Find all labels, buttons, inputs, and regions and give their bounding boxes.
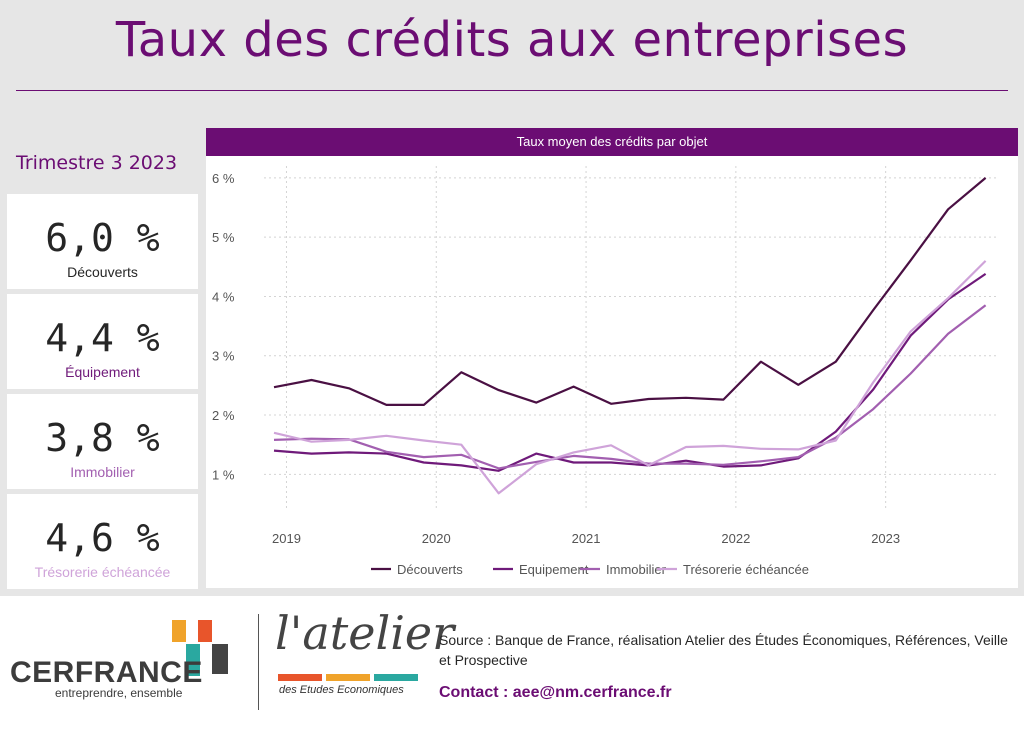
kpi-label: Équipement <box>65 364 140 380</box>
kpi-label: Trésorerie échéancée <box>34 564 171 580</box>
footer-divider <box>258 614 259 710</box>
atelier-bar-teal <box>374 674 418 681</box>
atelier-bar-orange <box>326 674 370 681</box>
kpi-card-tresorerie: 4,6 % Trésorerie échéancée <box>7 494 198 589</box>
cerfrance-logo-mark <box>172 620 228 676</box>
y-tick-label: 2 % <box>212 408 235 423</box>
kpi-value: 4,6 % <box>45 516 160 560</box>
kpi-card-immobilier: 3,8 % Immobilier <box>7 394 198 489</box>
kpi-value: 6,0 % <box>45 216 160 260</box>
x-tick-label: 2019 <box>272 531 301 546</box>
series-line-2 <box>273 272 987 472</box>
y-tick-label: 5 % <box>212 230 235 245</box>
series-line-4 <box>273 260 987 495</box>
kpi-value: 3,8 % <box>45 416 160 460</box>
page-title: Taux des crédits aux entreprises <box>115 12 909 68</box>
y-tick-label: 6 % <box>212 171 235 186</box>
y-tick-label: 4 % <box>212 289 235 304</box>
cerfrance-logo-text: CERFRANCE <box>10 656 203 689</box>
x-tick-label: 2020 <box>422 531 451 546</box>
logo-block-red <box>198 620 212 642</box>
logo-block-teal-2 <box>186 666 200 676</box>
line-chart: 1 % 2 % 3 % 4 % 5 % 6 % 2019 2020 2021 2022 2023 Dé… <box>212 166 998 577</box>
title-divider <box>16 90 1008 91</box>
logo-block-teal <box>186 644 200 666</box>
kpi-label: Découverts <box>67 264 138 280</box>
y-tick-label: 3 % <box>212 349 235 364</box>
atelier-bar-red <box>278 674 322 681</box>
legend-label: Découverts <box>397 562 463 577</box>
cerfrance-tagline: entreprendre, ensemble <box>55 686 183 700</box>
x-tick-label: 2023 <box>871 531 900 546</box>
legend-label: Trésorerie échéancée <box>683 562 809 577</box>
x-tick-label: 2021 <box>572 531 601 546</box>
atelier-logo-text: l'atelier <box>275 606 455 660</box>
kpi-card-equipement: 4,4 % Équipement <box>7 294 198 389</box>
atelier-logo-bar <box>278 674 418 681</box>
y-tick-label: 1 % <box>212 467 235 482</box>
kpi-value: 4,4 % <box>45 316 160 360</box>
logo-block-grey <box>212 644 228 674</box>
kpi-label: Immobilier <box>70 464 135 480</box>
legend-label: Immobilier <box>606 562 667 577</box>
legend-label: Equipement <box>519 562 589 577</box>
x-tick-label: 2022 <box>721 531 750 546</box>
quarter-label: Trimestre 3 2023 <box>16 152 178 174</box>
footer: CERFRANCE entreprendre, ensemble l'ateli… <box>0 596 1024 729</box>
series-line-1 <box>273 177 987 406</box>
chart-title: Taux moyen des crédits par objet <box>206 128 1018 156</box>
source-text: Source : Banque de France, réalisation A… <box>439 632 1008 668</box>
series-line-3 <box>273 304 987 470</box>
contact-email[interactable]: Contact : aee@nm.cerfrance.fr <box>439 684 672 701</box>
chart-panel: Taux moyen des crédits par objet 1 % 2 % 3… <box>206 128 1018 588</box>
kpi-card-decouverts: 6,0 % Découverts <box>7 194 198 289</box>
logo-block-orange <box>172 620 186 642</box>
atelier-logo-subtitle: des Etudes Economiques <box>279 684 404 696</box>
